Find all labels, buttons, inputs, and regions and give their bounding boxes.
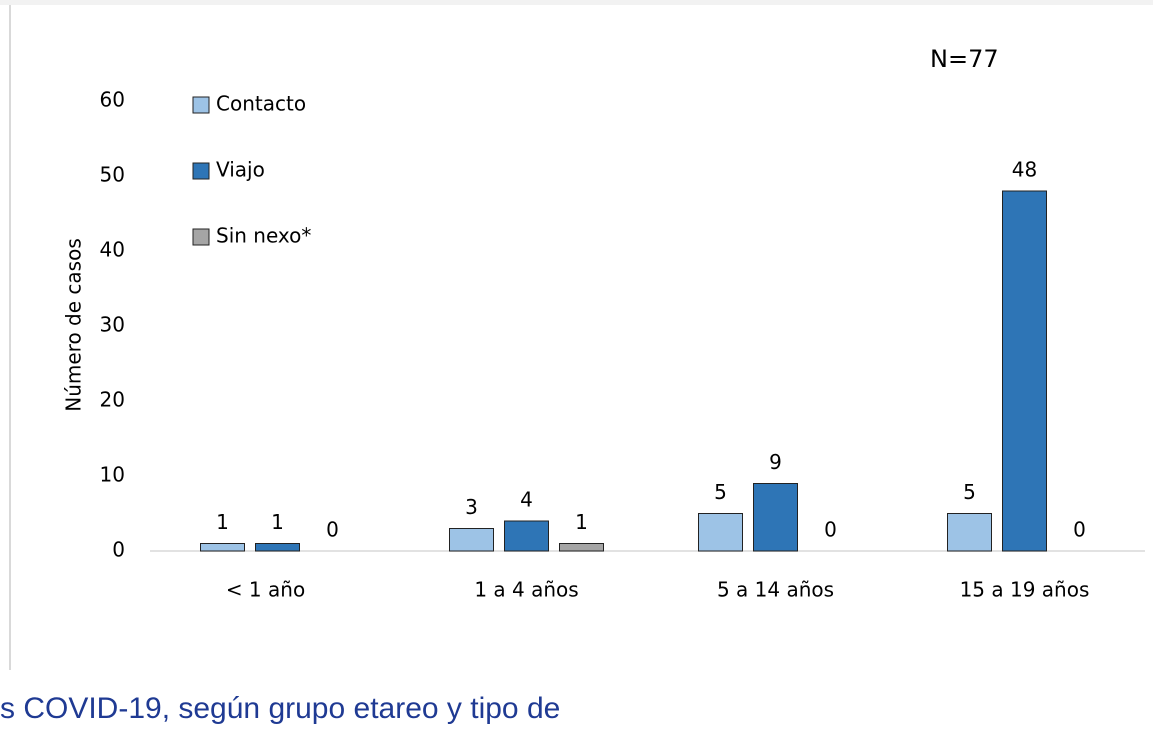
bar (698, 513, 743, 552)
bar (255, 543, 300, 552)
x-tick-label: 5 a 14 años (717, 578, 834, 602)
bar (504, 520, 549, 552)
data-label: 0 (824, 518, 837, 542)
legend-label: Sin nexo* (216, 224, 311, 248)
bar (449, 528, 494, 552)
y-tick-label: 30 (100, 313, 125, 337)
data-label: 0 (1073, 518, 1086, 542)
data-label: 5 (714, 480, 727, 504)
data-label: 5 (963, 480, 976, 504)
legend-swatch (192, 96, 210, 114)
x-tick-label: 15 a 19 años (960, 578, 1090, 602)
annotation: N=77 (930, 45, 999, 73)
bar (559, 543, 604, 552)
data-label: 0 (326, 518, 339, 542)
bar (200, 543, 245, 552)
legend-label: Viajo (216, 158, 265, 182)
y-tick-label: 0 (112, 538, 125, 562)
y-tick-label: 50 (100, 163, 125, 187)
x-tick-label: < 1 año (226, 578, 305, 602)
bar (753, 483, 798, 552)
y-tick-label: 20 (100, 388, 125, 412)
y-tick-label: 10 (100, 463, 125, 487)
caption: s COVID-19, según grupo etareo y tipo de (0, 692, 560, 725)
legend-swatch (192, 228, 210, 246)
legend-swatch (192, 162, 210, 180)
data-label: 1 (271, 510, 284, 534)
bar (947, 513, 992, 552)
y-axis-label: Número de casos (62, 238, 86, 412)
bar (1002, 190, 1047, 552)
top-strip (0, 0, 1153, 5)
legend-label: Contacto (216, 92, 306, 116)
data-label: 1 (575, 510, 588, 534)
data-label: 4 (520, 488, 533, 512)
y-tick-label: 40 (100, 238, 125, 262)
data-label: 48 (1012, 158, 1037, 182)
y-tick-label: 60 (100, 88, 125, 112)
x-tick-label: 1 a 4 años (474, 578, 578, 602)
data-label: 9 (769, 450, 782, 474)
data-label: 3 (465, 495, 478, 519)
data-label: 1 (216, 510, 229, 534)
